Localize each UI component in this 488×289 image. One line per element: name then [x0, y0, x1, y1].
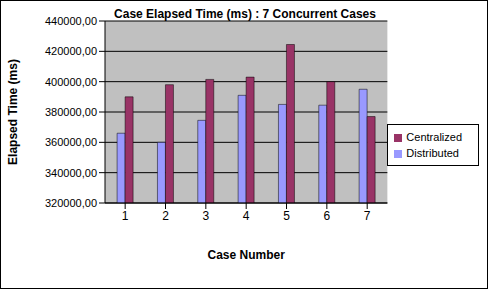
- svg-text:3: 3: [202, 209, 209, 223]
- svg-text:380000,00: 380000,00: [45, 106, 97, 118]
- html-text:Centralized: Centralized: [406, 130, 462, 143]
- svg-text:7: 7: [364, 209, 371, 223]
- svg-text:340000,00: 340000,00: [45, 167, 97, 179]
- svg-text:360000,00: 360000,00: [45, 136, 97, 148]
- html-text:Distributed: Distributed: [406, 146, 459, 159]
- svg-text:Case Number: Case Number: [207, 248, 285, 262]
- html-text:Case Elapsed Time (ms) : 7 Con: Case Elapsed Time (ms) : 7 Concurrent Ca…: [114, 7, 376, 21]
- svg-text:1: 1: [122, 209, 129, 223]
- svg-text:Elapsed Time (ms): Elapsed Time (ms): [8, 59, 20, 165]
- svg-text:320000,00: 320000,00: [45, 197, 97, 209]
- svg-text:5: 5: [283, 209, 290, 223]
- svg-text:2: 2: [162, 209, 169, 223]
- svg-text:400000,00: 400000,00: [45, 76, 97, 88]
- svg-text:4: 4: [243, 209, 250, 223]
- svg-text:6: 6: [324, 209, 331, 223]
- svg-text:420000,00: 420000,00: [45, 45, 97, 57]
- svg-text:440000,00: 440000,00: [45, 15, 97, 27]
